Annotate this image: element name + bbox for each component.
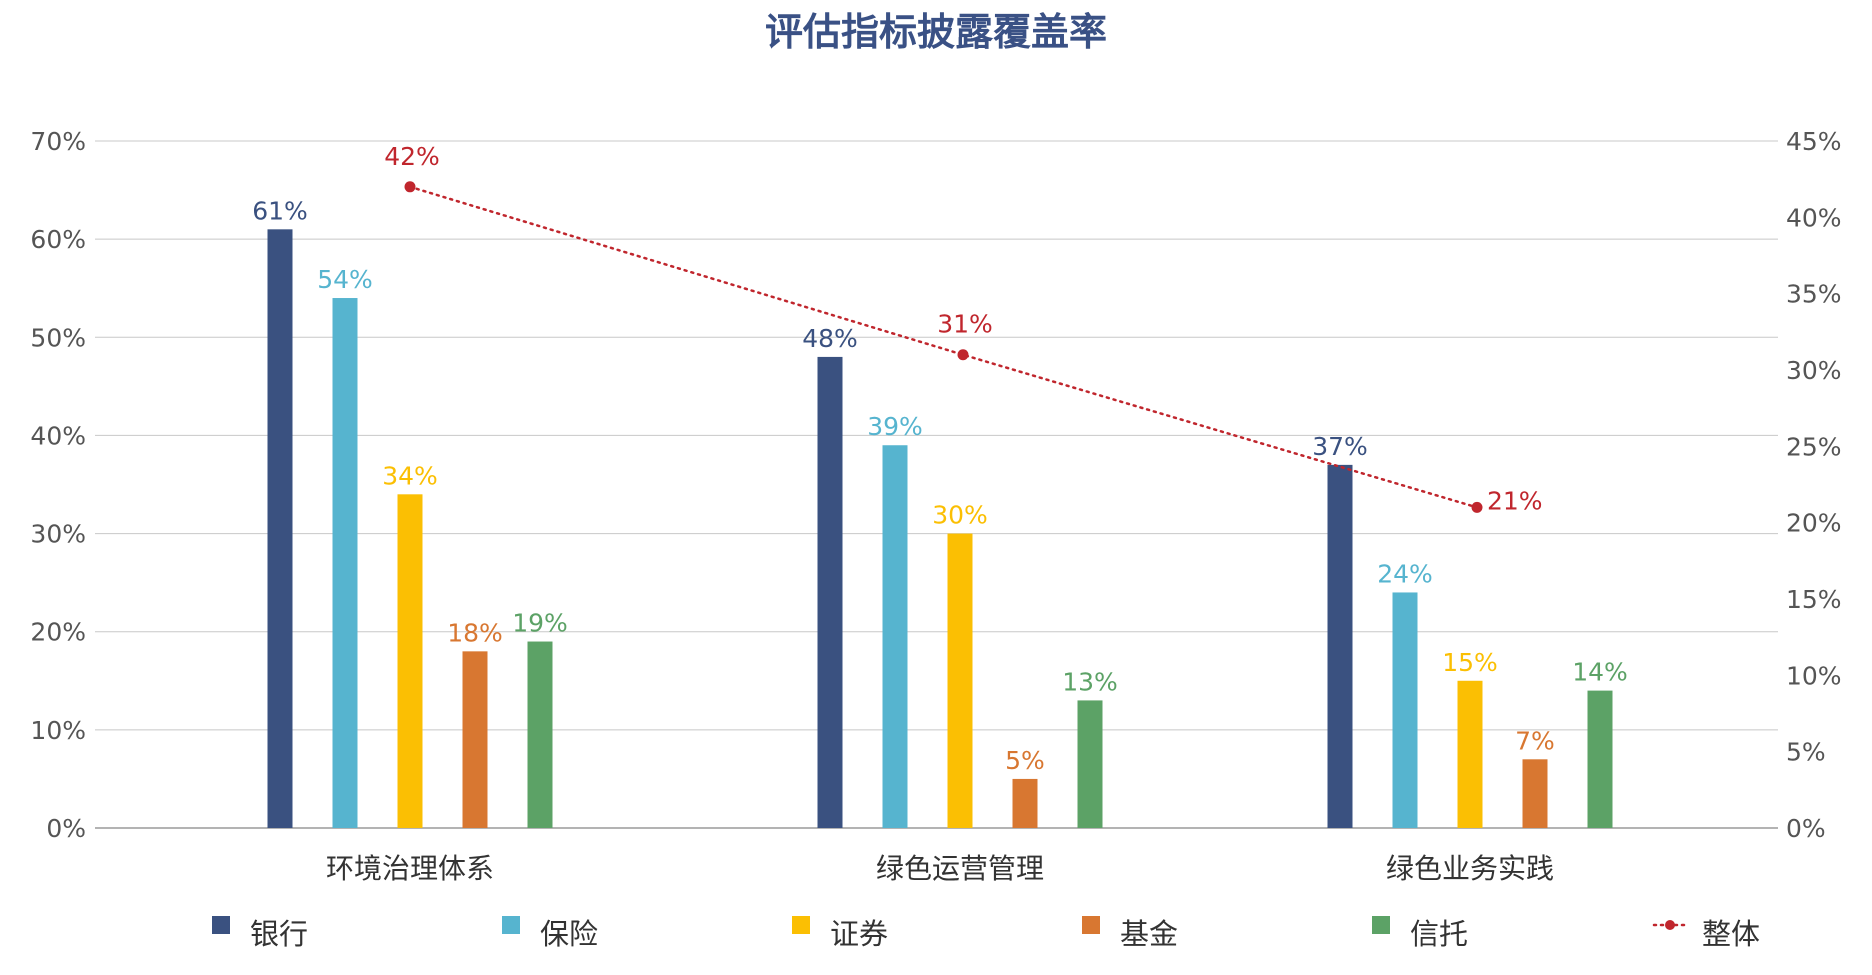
y-left-tick-label: 30% xyxy=(30,520,86,549)
y-right-tick-label: 45% xyxy=(1786,127,1842,156)
y-right-tick-label: 0% xyxy=(1786,814,1826,843)
y-left-tick-label: 40% xyxy=(30,421,86,450)
y-left-tick-label: 10% xyxy=(30,716,86,745)
bar-data-label: 7% xyxy=(1515,726,1555,755)
y-left-tick-label: 70% xyxy=(30,127,86,156)
grid-layer xyxy=(95,140,1778,829)
line-layer xyxy=(404,181,1483,513)
bar-data-label: 48% xyxy=(802,324,858,353)
legend-line-marker xyxy=(1665,920,1675,930)
legend-swatch xyxy=(792,916,810,934)
y-right-tick-label: 25% xyxy=(1786,432,1842,461)
bar xyxy=(397,494,423,828)
axis-layer: 0% 10% 20% 30% 40% 50% 60% 70% 0% 5% 10% 15% 20% 25% 3… xyxy=(30,127,1841,885)
bar xyxy=(1077,700,1103,828)
y-right-tick-label: 35% xyxy=(1786,280,1842,309)
bar xyxy=(817,356,843,828)
bar xyxy=(1522,759,1548,828)
bar-data-label: 24% xyxy=(1377,559,1433,588)
y-right-tick-label: 15% xyxy=(1786,585,1842,614)
legend-swatch xyxy=(1372,916,1390,934)
y-left-tick-label: 60% xyxy=(30,225,86,254)
line-point xyxy=(1471,501,1483,513)
bar xyxy=(1327,464,1353,828)
legend-label: 基金 xyxy=(1120,917,1178,951)
legend-swatch xyxy=(502,916,520,934)
bar xyxy=(1587,690,1613,828)
bar xyxy=(1012,778,1038,828)
bar xyxy=(947,533,973,828)
x-category-label: 绿色业务实践 xyxy=(1386,852,1554,885)
line-point xyxy=(957,349,969,361)
y-right-tick-label: 20% xyxy=(1786,509,1842,538)
line-data-label: 42% xyxy=(384,142,440,171)
y-right-tick-label: 10% xyxy=(1786,661,1842,690)
bar-data-label: 34% xyxy=(382,461,438,490)
bar-data-label: 39% xyxy=(867,412,923,441)
bars-layer xyxy=(267,229,1613,829)
bar-data-label: 18% xyxy=(447,618,503,647)
y-left-tick-label: 0% xyxy=(46,814,86,843)
legend-label: 信托 xyxy=(1410,917,1468,951)
x-category-label: 绿色运营管理 xyxy=(876,852,1044,885)
legend-swatch xyxy=(1082,916,1100,934)
line-data-label: 21% xyxy=(1487,486,1543,515)
labels-layer: 61% 48% 37% 54% 39% 24% 34% 30% 15% 18% 5% 7% 19% 13%… xyxy=(252,142,1628,775)
legend-swatch xyxy=(212,916,230,934)
bar xyxy=(882,445,908,828)
bar-data-label: 13% xyxy=(1062,667,1118,696)
legend: 银行 保险 证券 基金 信托 整体 xyxy=(212,916,1760,951)
legend-label: 整体 xyxy=(1702,917,1760,951)
legend-label: 保险 xyxy=(540,917,598,951)
bar xyxy=(332,298,358,828)
bar-data-label: 14% xyxy=(1572,658,1628,687)
bar-data-label: 37% xyxy=(1312,432,1368,461)
bar-data-label: 5% xyxy=(1005,746,1045,775)
legend-label: 银行 xyxy=(250,917,308,951)
bar xyxy=(267,229,293,829)
bar-data-label: 15% xyxy=(1442,648,1498,677)
bar xyxy=(1392,592,1418,828)
line-point xyxy=(404,181,416,193)
legend-label: 证券 xyxy=(830,917,888,951)
bar-data-label: 30% xyxy=(932,501,988,530)
bar-data-label: 61% xyxy=(252,196,308,225)
bar xyxy=(462,651,488,828)
bar-data-label: 19% xyxy=(512,609,568,638)
y-left-tick-label: 50% xyxy=(30,323,86,352)
line-data-label: 31% xyxy=(937,310,993,339)
bar xyxy=(527,641,553,828)
bar xyxy=(1457,680,1483,828)
y-left-tick-label: 20% xyxy=(30,618,86,647)
y-right-tick-label: 40% xyxy=(1786,203,1842,232)
y-right-tick-label: 30% xyxy=(1786,356,1842,385)
bar-data-label: 54% xyxy=(317,265,373,294)
x-category-label: 环境治理体系 xyxy=(326,852,494,885)
chart-title: 评估指标披露覆盖率 xyxy=(765,10,1107,54)
y-right-tick-label: 5% xyxy=(1786,738,1826,767)
